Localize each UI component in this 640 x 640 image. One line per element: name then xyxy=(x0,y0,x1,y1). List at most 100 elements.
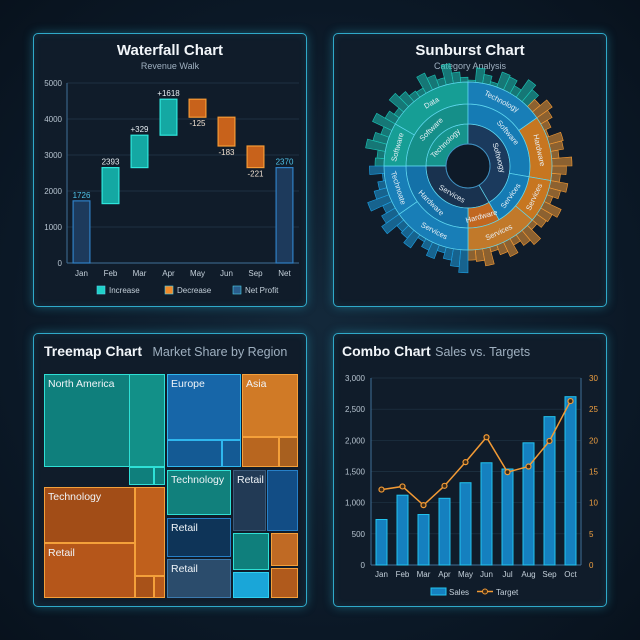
treemap-tile[interactable] xyxy=(271,533,298,566)
x-tick-label: Feb xyxy=(396,570,410,579)
treemap-tile[interactable] xyxy=(222,440,241,467)
sunburst-title: Sunburst Chart xyxy=(415,42,525,59)
treemap-tile[interactable]: Asia xyxy=(242,374,298,437)
treemap-title: Treemap Chart xyxy=(44,343,143,359)
treemap-tile[interactable] xyxy=(279,437,298,467)
legend-label: Decrease xyxy=(177,286,212,295)
x-tick-label: Jun xyxy=(220,269,233,278)
sunburst-outer-segment xyxy=(369,165,385,175)
sunburst-outer-segment xyxy=(551,156,573,167)
treemap-tile[interactable]: Retail xyxy=(167,559,231,598)
treemap-panel: Treemap Chart Market Share by Region Nor… xyxy=(33,333,307,607)
combo-subtitle: Sales vs. Targets xyxy=(435,345,531,359)
treemap-tile[interactable]: Retail xyxy=(233,470,266,531)
treemap-tile[interactable] xyxy=(154,576,165,598)
legend-label: Net Profit xyxy=(245,286,279,295)
waterfall-panel: Waterfall Chart Revenue Walk 0 1000 2000 30… xyxy=(33,33,307,307)
sunburst-subtitle: Category Analysis xyxy=(433,61,507,71)
sales-bar xyxy=(522,442,535,566)
treemap-tile[interactable]: North America xyxy=(44,374,139,467)
target-point xyxy=(504,469,511,476)
sunburst-outer-segment xyxy=(374,157,385,167)
treemap-tile[interactable]: Retail xyxy=(167,518,231,557)
y-tick-label: 5000 xyxy=(44,79,62,88)
data-label: -183 xyxy=(218,148,235,157)
data-label: 2370 xyxy=(276,158,294,167)
x-tick-label: Oct xyxy=(564,570,577,579)
waterfall-bar-increase xyxy=(130,134,149,169)
y-left-tick-label: 0 xyxy=(361,561,366,570)
sunburst-outer-segment xyxy=(459,76,469,83)
y-left-tick-label: 3,000 xyxy=(345,374,366,383)
x-tick-label: Net xyxy=(278,269,291,278)
legend-label: Target xyxy=(496,588,519,597)
legend-label: Increase xyxy=(109,286,140,295)
waterfall-bar-decrease xyxy=(217,116,236,147)
waterfall-chart: 0 1000 2000 3000 4000 5000 1726 Jan 2393 Feb +329 M… xyxy=(44,79,299,295)
sunburst-segment xyxy=(383,123,415,167)
x-tick-label: Aug xyxy=(521,570,535,579)
combo-chart: 0 0 500 5 1,000 10 1,500 15 2,000 20 2,500 25 3,000 3… xyxy=(345,374,598,597)
y-tick-label: 1000 xyxy=(44,223,62,232)
y-right-tick-label: 0 xyxy=(589,561,594,570)
treemap-tile[interactable] xyxy=(129,467,154,485)
y-right-tick-label: 20 xyxy=(589,436,598,445)
y-right-tick-label: 5 xyxy=(589,530,594,539)
sales-bar xyxy=(501,468,514,566)
treemap-tile[interactable] xyxy=(135,487,165,576)
treemap-tile[interactable] xyxy=(135,576,154,598)
y-left-tick-label: 2,000 xyxy=(345,436,366,445)
treemap-tile[interactable] xyxy=(267,470,298,531)
waterfall-title: Waterfall Chart xyxy=(116,42,224,59)
x-tick-label: Jan xyxy=(375,570,388,579)
treemap-tile[interactable] xyxy=(129,374,165,467)
legend-swatch xyxy=(164,285,174,295)
waterfall-bar-net xyxy=(72,200,91,264)
x-tick-label: Mar xyxy=(417,570,431,579)
sunburst-panel: Sunburst Chart Category Analysis Technol… xyxy=(333,33,607,307)
treemap-tile[interactable] xyxy=(154,467,165,485)
target-point xyxy=(546,437,553,445)
waterfall-subtitle: Revenue Walk xyxy=(140,61,200,71)
treemap-tile[interactable]: Retail xyxy=(44,543,135,598)
waterfall-bar-increase xyxy=(101,167,120,205)
waterfall-bar-net xyxy=(275,167,294,264)
sunburst-outer-segment xyxy=(550,149,560,160)
legend-marker xyxy=(482,588,488,595)
target-point xyxy=(483,434,490,441)
y-left-tick-label: 500 xyxy=(352,530,366,539)
data-label: +1618 xyxy=(157,89,180,98)
sales-bar xyxy=(396,494,409,566)
sales-bar xyxy=(543,416,556,566)
y-right-tick-label: 10 xyxy=(589,499,598,508)
target-point xyxy=(462,459,469,466)
treemap-tile[interactable] xyxy=(233,533,269,570)
data-label: 2393 xyxy=(102,158,120,167)
combo-title: Combo Chart xyxy=(342,343,431,359)
target-point xyxy=(441,482,448,489)
sales-bar xyxy=(417,514,430,566)
waterfall-bar-decrease xyxy=(188,98,207,118)
treemap-tile[interactable] xyxy=(271,568,298,598)
y-tick-label: 2000 xyxy=(44,187,62,196)
target-point xyxy=(567,397,574,405)
combo-panel: Combo Chart Sales vs. Targets 0 0 500 5 1,00… xyxy=(333,333,607,607)
treemap-tile[interactable] xyxy=(242,437,279,467)
x-tick-label: Apr xyxy=(162,269,175,278)
y-tick-label: 0 xyxy=(58,259,63,268)
treemap-tile[interactable]: Technology xyxy=(44,487,135,543)
target-line xyxy=(381,400,572,507)
x-tick-label: May xyxy=(458,570,473,579)
y-left-tick-label: 1,500 xyxy=(345,468,366,477)
legend-swatch-sales xyxy=(430,587,447,596)
sunburst-center-hole xyxy=(445,143,491,189)
x-tick-label: Jun xyxy=(480,570,493,579)
treemap-tile[interactable] xyxy=(167,440,222,467)
data-label: -125 xyxy=(189,119,206,128)
sales-bar xyxy=(438,497,451,566)
treemap-tile[interactable]: Technology xyxy=(167,470,231,515)
y-right-tick-label: 15 xyxy=(589,468,598,477)
treemap-tile[interactable] xyxy=(233,572,269,598)
x-tick-label: Apr xyxy=(438,570,451,579)
treemap-tile[interactable]: Europe xyxy=(167,374,241,440)
